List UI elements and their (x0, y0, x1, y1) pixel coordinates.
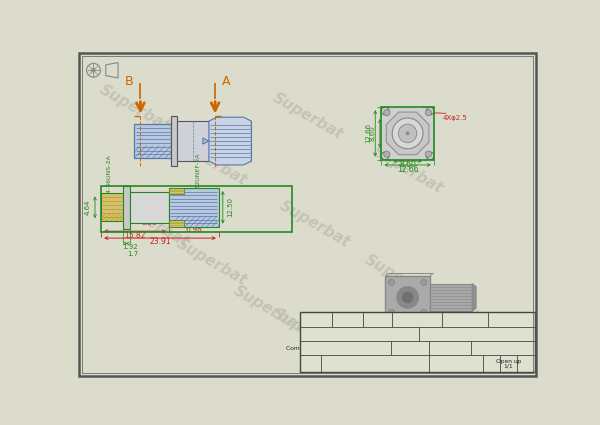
Circle shape (425, 110, 431, 116)
Text: Page1: Page1 (482, 361, 501, 366)
Text: AD-F01FP-S01FJ-11BS00: AD-F01FP-S01FJ-11BS00 (436, 331, 515, 337)
Text: TEL 86(3923869471: TEL 86(3923869471 (380, 346, 440, 351)
Polygon shape (203, 138, 209, 144)
Text: Drawing: Drawing (437, 346, 463, 351)
Text: Superbat: Superbat (173, 136, 249, 189)
Polygon shape (101, 193, 123, 221)
Text: XTAR: XTAR (299, 359, 322, 368)
Text: Superbat: Superbat (231, 283, 307, 335)
Bar (123, 186, 130, 229)
Circle shape (388, 279, 395, 286)
Text: 12.50: 12.50 (227, 197, 233, 217)
Circle shape (425, 151, 431, 157)
Text: Email:Paypal@rfsupplier.com: Email:Paypal@rfsupplier.com (314, 332, 404, 337)
Text: 8.60: 8.60 (399, 161, 416, 170)
Circle shape (401, 291, 414, 303)
Text: 4Xφ2.5: 4Xφ2.5 (443, 115, 468, 121)
Bar (101, 186, 292, 232)
Text: 12.66: 12.66 (397, 165, 418, 174)
Polygon shape (134, 124, 171, 158)
Text: 4.64: 4.64 (84, 200, 90, 215)
Text: 8.60: 8.60 (370, 125, 376, 141)
Polygon shape (169, 221, 184, 227)
Text: Superbat: Superbat (362, 252, 438, 304)
Polygon shape (472, 283, 476, 311)
Polygon shape (386, 112, 429, 155)
Bar (430, 283, 472, 311)
Text: Superbat: Superbat (269, 306, 346, 358)
Circle shape (388, 309, 395, 315)
Text: 1/1: 1/1 (503, 363, 514, 368)
Bar (130, 192, 169, 223)
Circle shape (406, 132, 409, 135)
Circle shape (384, 110, 390, 116)
Text: A: A (223, 74, 231, 88)
Text: 8.06: 8.06 (176, 199, 182, 215)
Text: Shenzhen Superbat Electronics Co.,Ltd: Shenzhen Superbat Electronics Co.,Ltd (311, 361, 440, 367)
Bar (171, 116, 176, 166)
Text: Superbat: Superbat (424, 283, 499, 335)
Text: 5.50: 5.50 (142, 221, 157, 227)
Text: B: B (125, 74, 133, 88)
Polygon shape (209, 117, 251, 165)
Text: 12.66: 12.66 (365, 123, 371, 144)
Text: Scale 1:1: Scale 1:1 (361, 317, 394, 323)
Polygon shape (169, 188, 219, 227)
Bar (176, 121, 209, 161)
Bar (300, 312, 535, 372)
Bar (385, 276, 430, 319)
Text: 3/8-32UNEF-2A: 3/8-32UNEF-2A (195, 153, 200, 200)
Text: Filename: Filename (401, 317, 433, 323)
Circle shape (421, 279, 427, 286)
Text: Unit:MM: Unit:MM (496, 317, 524, 323)
Text: 6.98: 6.98 (185, 225, 202, 234)
Text: 1.92: 1.92 (122, 244, 138, 250)
Polygon shape (169, 188, 184, 194)
Text: Qinxianfeng: Qinxianfeng (482, 346, 520, 351)
Text: Superbat: Superbat (116, 198, 191, 250)
Text: Open up: Open up (496, 359, 521, 364)
Polygon shape (209, 121, 251, 161)
Text: 23.91: 23.91 (149, 238, 171, 246)
Text: Superbat: Superbat (96, 82, 172, 135)
Text: Superbat: Superbat (277, 198, 353, 250)
Text: Date2012/03/16: Date2012/03/16 (440, 317, 491, 322)
Text: Superbat: Superbat (370, 144, 446, 197)
Circle shape (392, 118, 423, 149)
Text: Superbat: Superbat (173, 236, 249, 289)
Text: Verify: Verify (338, 317, 358, 323)
Circle shape (397, 286, 418, 308)
Circle shape (384, 151, 390, 157)
Text: Superbat: Superbat (269, 90, 346, 143)
Bar (382, 107, 434, 159)
Text: 1.7: 1.7 (127, 250, 139, 257)
Circle shape (421, 309, 427, 315)
Text: 15.82: 15.82 (124, 230, 146, 240)
Text: Draw up: Draw up (301, 317, 331, 323)
Circle shape (398, 124, 417, 143)
Text: Company Website: www.rfsupplier.com: Company Website: www.rfsupplier.com (286, 346, 403, 351)
Text: Anode cable: Anode cable (437, 361, 476, 366)
Text: 1/4-36UNS-2A: 1/4-36UNS-2A (106, 155, 110, 198)
